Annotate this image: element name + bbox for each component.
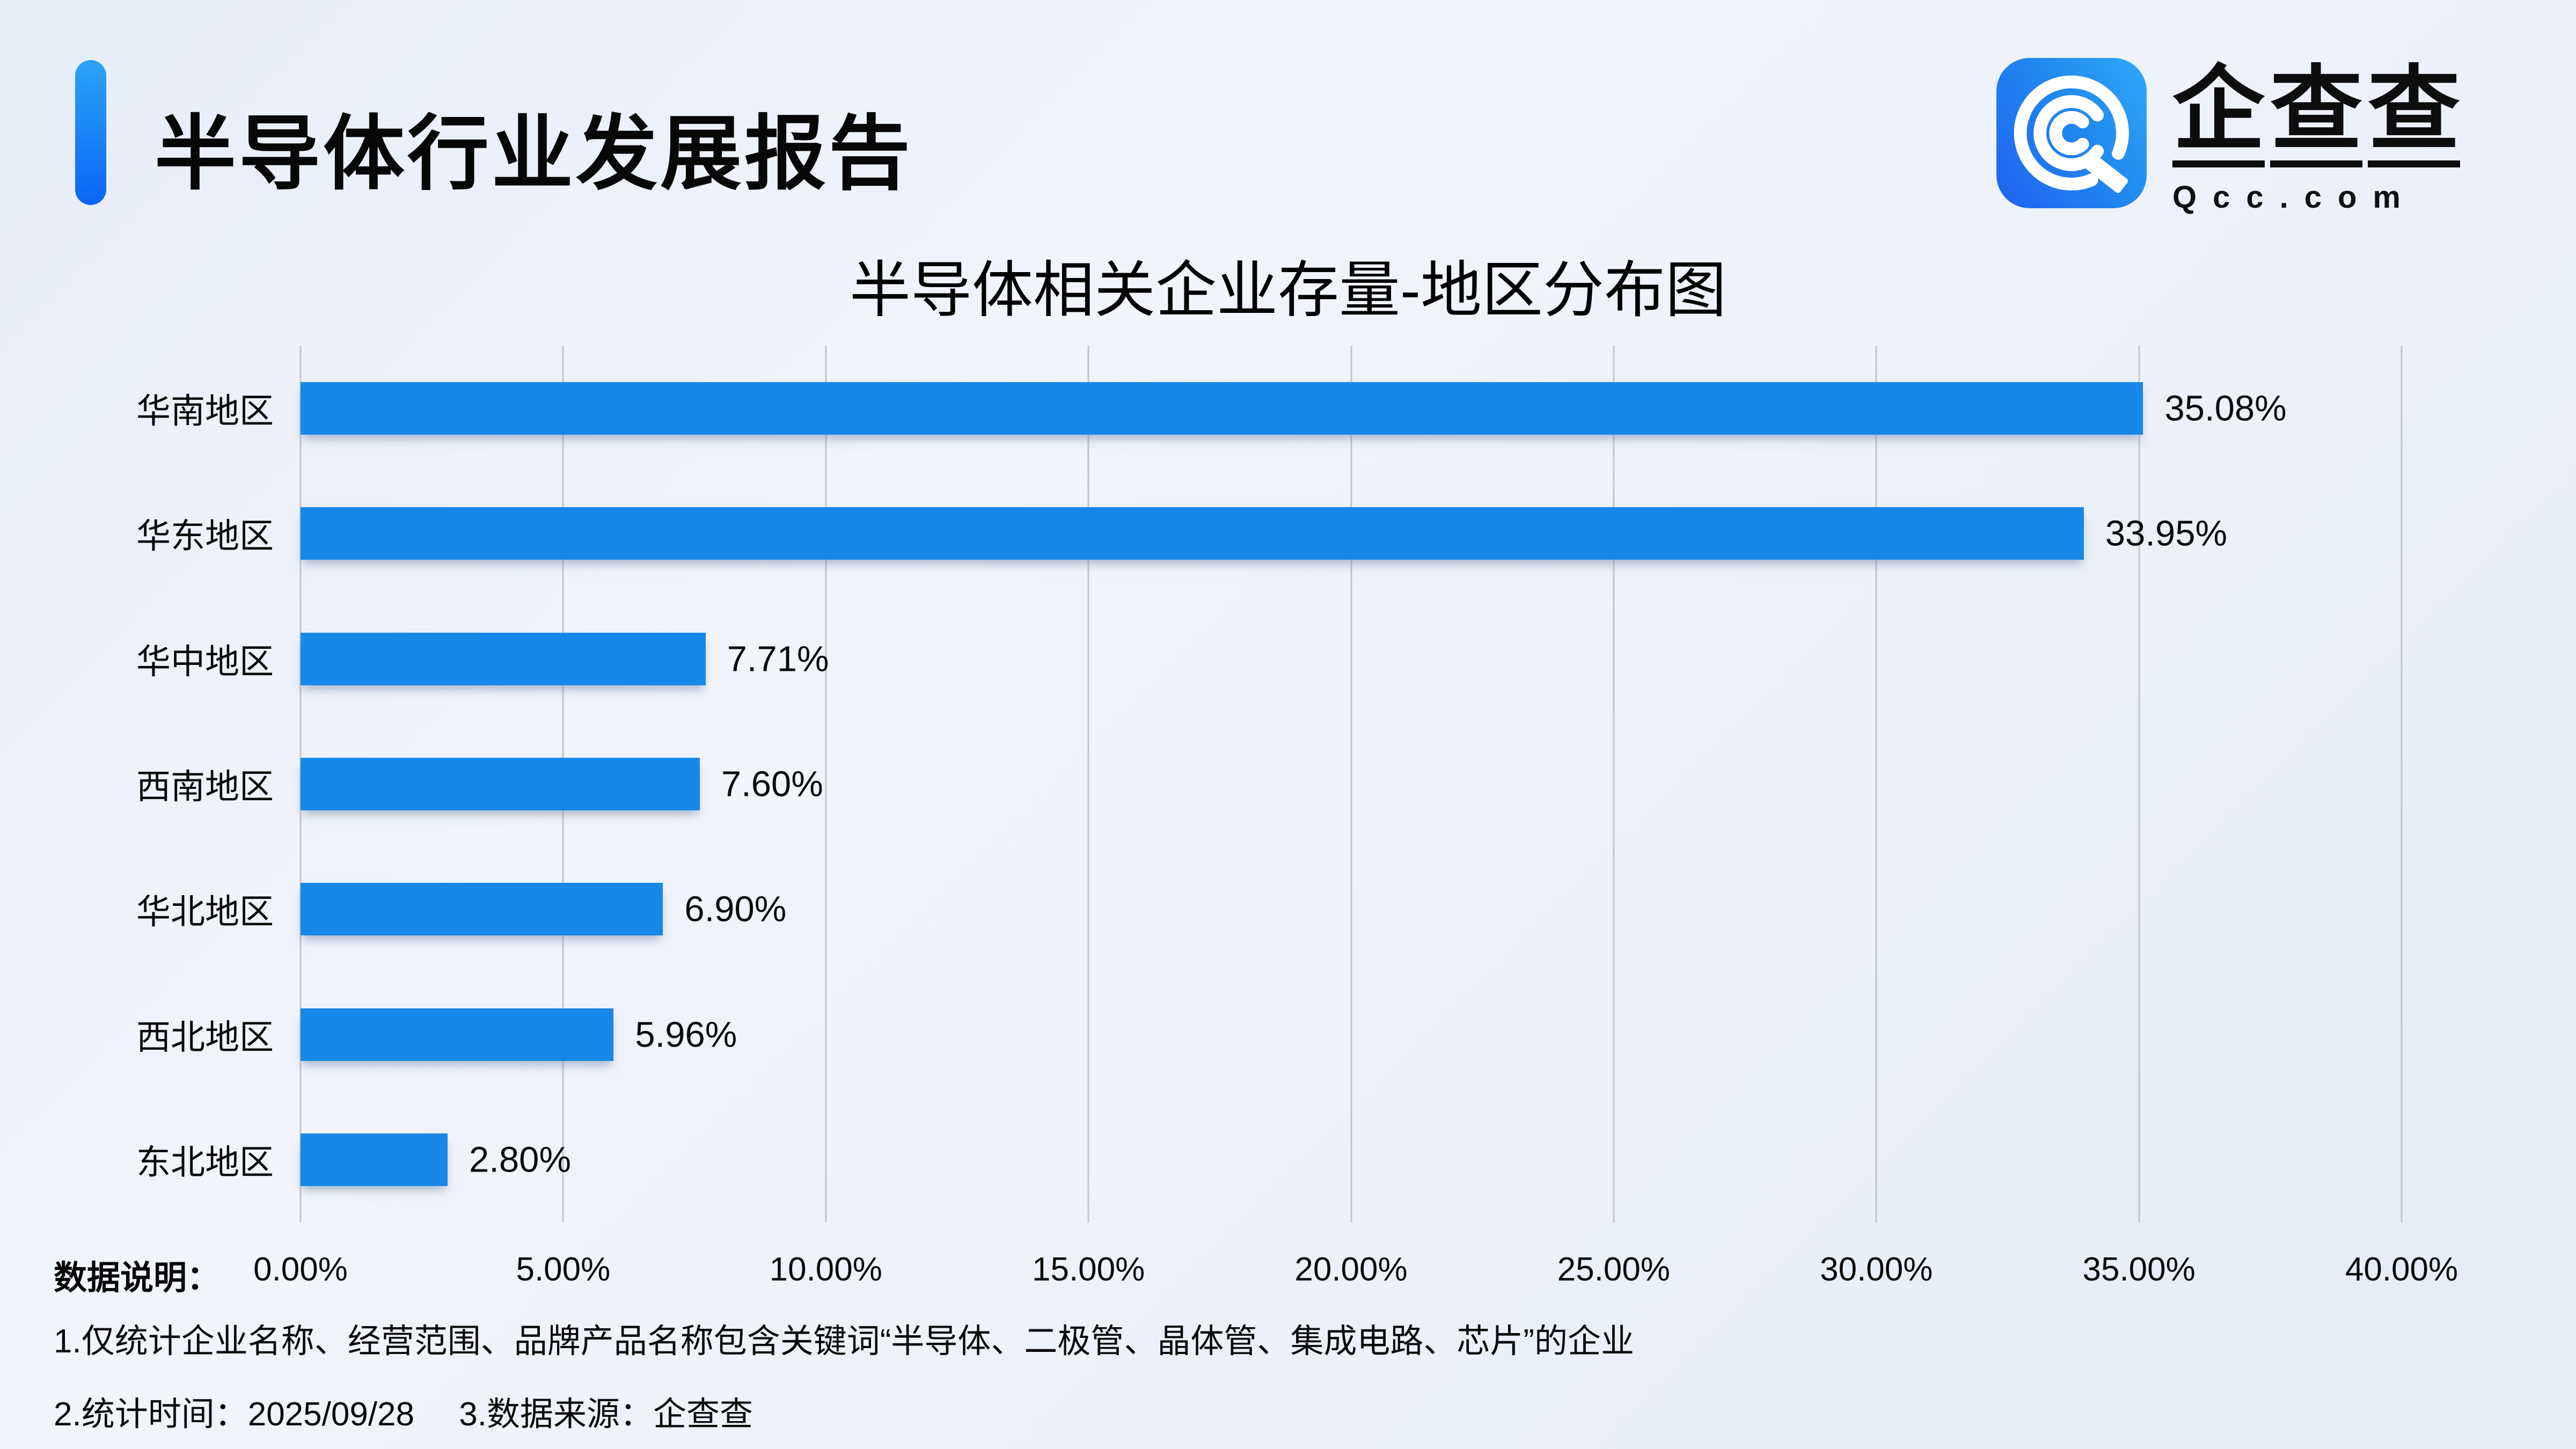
chart-title: 半导体相关企业存量-地区分布图 — [850, 257, 1726, 325]
brand-char: 查 — [2270, 61, 2362, 167]
bar-track: 33.95% — [301, 507, 2402, 560]
brand-char: 查 — [2368, 61, 2460, 167]
footnote-2-source: 3.数据来源：企查查 — [459, 1396, 753, 1433]
x-tick-label: 40.00% — [2345, 1251, 2458, 1288]
bar-track: 5.96% — [301, 1008, 2402, 1061]
bar-track: 6.90% — [301, 883, 2402, 936]
logo-middle-ring — [2033, 95, 2104, 171]
brand-char: 企 — [2172, 61, 2265, 167]
category-label: 东北地区 — [136, 1143, 274, 1182]
value-label: 6.90% — [684, 889, 787, 930]
qcc-logo-icon — [1996, 58, 2147, 208]
brand-block: 企 查 查 Qcc.com — [2172, 58, 2465, 215]
x-tick-label: 35.00% — [2082, 1251, 2196, 1288]
footnote-2-time: 2.统计时间：2025/09/28 — [54, 1396, 415, 1433]
bar — [301, 757, 700, 810]
chart-row: 华东地区 33.95% — [0, 471, 2402, 596]
chart-row: 西南地区 7.60% — [0, 721, 2402, 846]
bar-track: 2.80% — [301, 1133, 2402, 1187]
x-tick-label: 30.00% — [1820, 1251, 1933, 1288]
category-label: 华东地区 — [136, 517, 274, 556]
logo-inner-c — [2049, 111, 2089, 156]
x-tick-label: 20.00% — [1294, 1251, 1408, 1288]
title-accent-bar — [75, 60, 106, 205]
category-label: 华中地区 — [136, 642, 274, 681]
chart-row: 华北地区 6.90% — [0, 847, 2402, 972]
bar — [301, 632, 706, 685]
chart-row: 西北地区 5.96% — [0, 972, 2402, 1097]
footnote-1: 1.仅统计企业名称、经营范围、品牌产品名称包含关键词“半导体、二极管、晶体管、集… — [54, 1323, 1635, 1360]
brand-name: 企 查 查 — [2172, 61, 2465, 167]
value-label: 35.08% — [2164, 388, 2287, 429]
gridline — [2401, 346, 2403, 1223]
value-label: 2.80% — [469, 1139, 572, 1180]
gridline — [1875, 346, 1877, 1223]
bar-track: 7.71% — [301, 632, 2402, 685]
category-label: 华南地区 — [136, 391, 274, 430]
value-label: 33.95% — [2105, 513, 2228, 554]
value-label: 5.96% — [635, 1014, 737, 1055]
footnote-2: 2.统计时间：2025/09/28 3.数据来源：企查查 — [54, 1387, 753, 1435]
bar — [301, 1133, 448, 1187]
x-axis-ticks: 0.00% 5.00% 10.00% 15.00% 20.00% 25.00% 30.00%… — [253, 1250, 2458, 1291]
brand-domain: Qcc.com — [2172, 179, 2417, 215]
x-tick-label: 15.00% — [1031, 1251, 1145, 1288]
bar — [301, 1008, 614, 1061]
gridline — [1087, 346, 1089, 1223]
brand-logo: 企 查 查 Qcc.com — [1996, 58, 2465, 215]
chart-row: 东北地区 2.80% — [0, 1097, 2402, 1223]
chart-row: 华南地区 35.08% — [0, 346, 2402, 471]
value-label: 7.60% — [721, 764, 823, 804]
page-title: 半导体行业发展报告 — [155, 108, 913, 200]
x-tick-label: 0.00% — [253, 1251, 348, 1288]
bar-chart: 华南地区 35.08% 华东地区 33.95% 华中地区 7.71% 西南地区 7.60% 华北… — [0, 346, 2402, 1223]
bar — [301, 507, 2084, 560]
gridline — [1613, 346, 1615, 1223]
gridline — [825, 346, 827, 1223]
bar — [301, 382, 2143, 435]
logo-outer-ring — [2014, 75, 2129, 191]
bar — [301, 883, 663, 936]
category-label: 西北地区 — [136, 1018, 274, 1057]
value-label: 7.71% — [727, 639, 829, 679]
gridline — [2138, 346, 2140, 1223]
chart-row: 华中地区 7.71% — [0, 596, 2402, 721]
logo-tail — [2085, 155, 2128, 193]
category-label: 华北地区 — [136, 892, 274, 932]
x-tick-label: 10.00% — [769, 1251, 882, 1288]
data-note-label: 数据说明： — [54, 1260, 221, 1297]
bar-track: 35.08% — [301, 382, 2402, 435]
bar-track: 7.60% — [301, 757, 2402, 810]
category-label: 西南地区 — [136, 767, 274, 806]
x-tick-label: 5.00% — [516, 1251, 611, 1288]
gridline — [1350, 346, 1352, 1223]
x-tick-label: 25.00% — [1557, 1251, 1671, 1288]
